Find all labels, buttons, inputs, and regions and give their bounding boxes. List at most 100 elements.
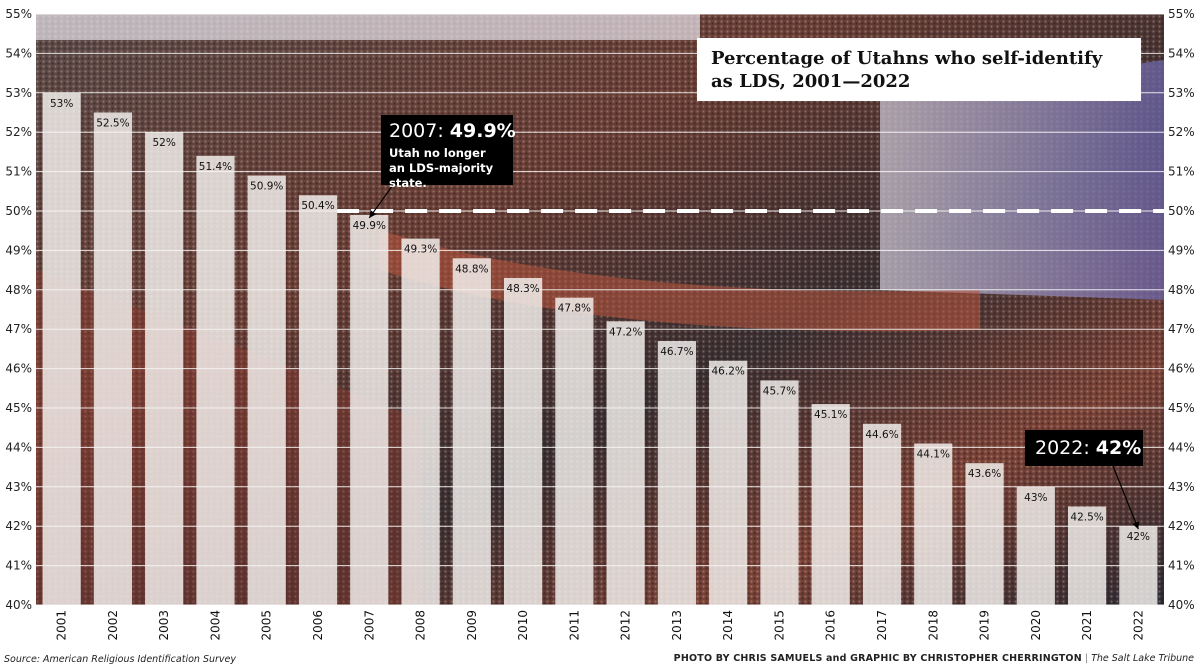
x-tick-2017: 2017: [875, 610, 889, 641]
value-labels: 53% 52.5% 52% 51.4% 50.9% 50.4% 49.9% 49.3% 48.8…: [50, 98, 1150, 543]
bar-2015: [760, 380, 799, 605]
bar-2017: [862, 423, 902, 605]
x-tick-2021: 2021: [1080, 610, 1094, 641]
bar-2021: [1067, 506, 1107, 605]
annotation-2022: 2022: 42%: [1025, 430, 1143, 466]
x-tick-2003: 2003: [157, 610, 171, 641]
y-tick-left-49: 49%: [5, 243, 32, 257]
bar-2004: [196, 155, 235, 605]
value-label-2006: 50.4%: [301, 200, 334, 212]
source-note: Source: American Religious Identificatio…: [4, 654, 236, 665]
value-label-2012: 47.2%: [609, 326, 642, 338]
bar-2009: [452, 258, 491, 605]
value-label-2002: 52.5%: [96, 118, 129, 130]
annotation-2022-year: 2022:: [1035, 437, 1096, 459]
annotation-2007-value: 49.9%: [449, 120, 516, 142]
y-tick-right-46: 46%: [1168, 362, 1195, 376]
value-label-2017: 44.6%: [865, 429, 898, 441]
y-tick-right-42: 42%: [1168, 519, 1195, 533]
y-tick-left-44: 44%: [5, 440, 32, 454]
bar-2011: [555, 297, 594, 605]
chart-title-line-2: as LDS, 2001—2022: [711, 71, 911, 92]
bar-2005: [247, 175, 286, 606]
value-label-2011: 47.8%: [558, 303, 591, 315]
x-tick-2011: 2011: [567, 610, 581, 641]
bar-2007: [350, 214, 389, 605]
x-tick-2019: 2019: [978, 610, 992, 641]
bar-2012: [606, 321, 645, 605]
y-tick-right-43: 43%: [1168, 480, 1195, 494]
y-tick-right-53: 53%: [1168, 86, 1195, 100]
pointer-arrow-2007: [369, 210, 377, 218]
annotation-2007: 2007: 49.9% Utah no longer an LDS-majori…: [381, 115, 516, 190]
chart-title: Percentage of Utahns who self-identify a…: [697, 38, 1141, 101]
value-label-2020: 43%: [1024, 492, 1047, 504]
y-tick-left-48: 48%: [5, 283, 32, 297]
y-tick-right-41: 41%: [1168, 559, 1195, 573]
x-tick-2018: 2018: [926, 610, 940, 641]
x-tick-2022: 2022: [1131, 610, 1145, 641]
y-tick-right-47: 47%: [1168, 322, 1195, 336]
photo-organ-wall: [880, 60, 1164, 300]
credit-separator: |: [1084, 653, 1089, 664]
bar-2018: [914, 443, 953, 605]
x-tick-2014: 2014: [721, 610, 735, 641]
x-tick-2007: 2007: [362, 610, 376, 641]
y-axis-right: 40% 41% 42% 43% 44% 45% 46% 47% 48% 49% 50% 51% 52% 5…: [1168, 7, 1195, 612]
bars: [42, 92, 1158, 606]
callout-pointers: [368, 184, 1140, 530]
value-label-2007: 49.9%: [353, 220, 386, 232]
y-tick-left-46: 46%: [5, 362, 32, 376]
publication-name: The Salt Lake Tribune: [1091, 653, 1194, 664]
value-label-2005: 50.9%: [250, 181, 283, 193]
x-tick-2008: 2008: [414, 610, 428, 641]
x-tick-2015: 2015: [772, 610, 786, 641]
y-tick-left-52: 52%: [5, 125, 32, 139]
y-tick-right-48: 48%: [1168, 283, 1195, 297]
bar-2016: [811, 404, 850, 605]
value-label-2013: 46.7%: [660, 346, 693, 358]
y-tick-left-51: 51%: [5, 165, 32, 179]
bar-2002: [93, 112, 133, 605]
photo-graphic-credit: PHOTO BY CHRIS SAMUELS and GRAPHIC BY CH…: [673, 653, 1082, 664]
y-tick-left-41: 41%: [5, 559, 32, 573]
y-tick-right-44: 44%: [1168, 440, 1195, 454]
y-axis-left: 40% 41% 42% 43% 44% 45% 46% 47% 48% 49% 50% 51% 52% 5…: [5, 7, 32, 612]
y-tick-left-50: 50%: [5, 204, 32, 218]
y-tick-right-51: 51%: [1168, 165, 1195, 179]
annotation-2022-value: 42%: [1095, 437, 1142, 459]
value-label-2014: 46.2%: [712, 366, 745, 378]
y-tick-left-45: 45%: [5, 401, 32, 415]
pointer-line-2022: [1112, 465, 1139, 530]
x-axis: 2001 2002 2003 2004 2005 2006 2007 2008 2009 2010…: [55, 610, 1146, 641]
y-tick-left-43: 43%: [5, 480, 32, 494]
y-tick-right-40: 40%: [1168, 598, 1195, 612]
pointer-arrow-2022: [1132, 521, 1140, 530]
value-label-2010: 48.3%: [506, 283, 539, 295]
value-label-2008: 49.3%: [404, 244, 437, 256]
y-tick-left-55: 55%: [5, 7, 32, 21]
x-tick-2020: 2020: [1029, 610, 1043, 641]
value-label-2001: 53%: [50, 98, 73, 110]
y-tick-right-52: 52%: [1168, 125, 1195, 139]
annotation-2007-year: 2007:: [389, 120, 450, 142]
bar-2019: [965, 463, 1004, 605]
value-label-2009: 48.8%: [455, 263, 488, 275]
bar-2001: [42, 92, 81, 606]
x-tick-2002: 2002: [106, 610, 120, 641]
x-tick-2005: 2005: [260, 610, 274, 641]
value-label-2003: 52%: [153, 137, 176, 149]
value-label-2015: 45.7%: [763, 385, 796, 397]
value-label-2022: 42%: [1127, 531, 1150, 543]
x-tick-2006: 2006: [311, 610, 325, 641]
chart-title-line-1: Percentage of Utahns who self-identify: [711, 48, 1103, 69]
photo-balcony: [380, 230, 980, 332]
y-tick-right-45: 45%: [1168, 401, 1195, 415]
x-tick-2004: 2004: [208, 610, 222, 641]
x-tick-2013: 2013: [670, 610, 684, 641]
y-tick-right-54: 54%: [1168, 46, 1195, 60]
y-tick-left-54: 54%: [5, 46, 32, 60]
photo-ceiling: [36, 14, 700, 40]
y-tick-right-49: 49%: [1168, 243, 1195, 257]
